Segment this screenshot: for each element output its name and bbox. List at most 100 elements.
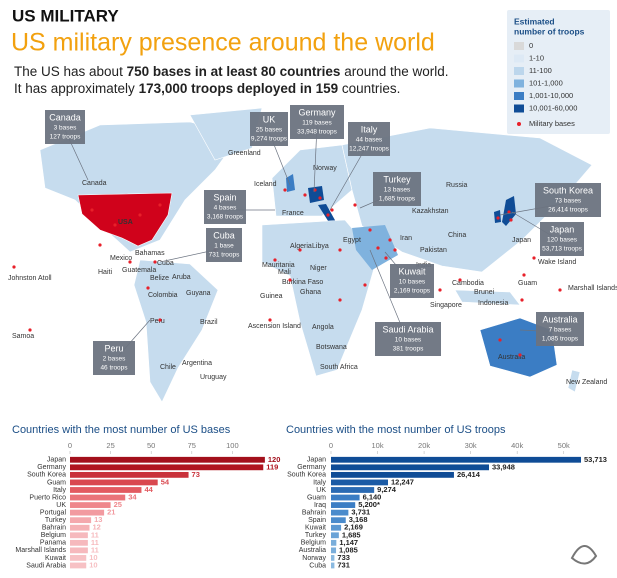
base-dot (522, 273, 526, 277)
callout-bases: 4 bases (214, 205, 238, 212)
map-label: Iran (400, 235, 412, 242)
callout-troops: 381 troops (393, 346, 424, 353)
callout-box (93, 341, 135, 375)
category-label: Portugal (40, 509, 67, 516)
map-label: Aruba (172, 274, 191, 281)
callout-bases: 7 bases (549, 327, 573, 334)
bar (331, 547, 337, 554)
bar (70, 509, 105, 516)
callout-name: Cuba (213, 230, 235, 240)
category-label: Turkey (45, 517, 67, 524)
bar (70, 479, 158, 486)
map-label: Samoa (12, 333, 34, 340)
asia (341, 127, 593, 273)
map-label: New Zealand (566, 379, 607, 386)
kicker: US MILITARY (12, 6, 119, 25)
callout-troops: 53,713 troops (542, 246, 583, 253)
base-dot (158, 318, 162, 322)
category-label: Kuwait (45, 555, 66, 562)
category-label: Japan (47, 457, 66, 464)
base-dot (326, 213, 330, 217)
base-dot (507, 210, 511, 214)
map-label: Marshall Islands (568, 285, 617, 292)
subtitle-line: It has approximately 173,000 troops depl… (14, 81, 400, 96)
bar (331, 502, 356, 508)
base-dot (458, 278, 462, 282)
bar (70, 562, 87, 569)
map-label: Ascension Island (248, 323, 301, 330)
category-label: Cuba (309, 562, 326, 569)
category-label: Italy (53, 487, 66, 494)
base-dot (98, 243, 102, 247)
callout-name: Canada (49, 112, 81, 122)
callout-bases: 120 bases (547, 237, 578, 244)
callout-bases: 10 bases (399, 279, 426, 286)
callout-troops: 2,169 troops (394, 288, 431, 295)
subtitle-part: around the world. (340, 64, 448, 79)
x-tick-label: 10k (371, 441, 383, 450)
map-label: Brunei (474, 289, 495, 296)
map-label: Belize (150, 275, 169, 282)
base-dot (158, 203, 162, 207)
chart-title: Countries with the most number of US tro… (286, 424, 506, 436)
callout-bases: 1 base (214, 243, 234, 250)
bar (331, 562, 335, 569)
value-label: 731 (337, 560, 350, 569)
bar (70, 502, 111, 508)
category-label: Norway (302, 555, 326, 562)
logo-mark (570, 545, 598, 565)
bar (70, 539, 88, 546)
map-label: Canada (82, 180, 107, 187)
map-label: Bahamas (135, 250, 165, 257)
bar (70, 547, 88, 554)
category-label: UK (316, 487, 326, 494)
value-label: 11 (91, 545, 99, 554)
usa (77, 192, 173, 247)
value-label: 6,140 (363, 493, 382, 502)
new-zealand (567, 369, 581, 393)
value-label: 53,713 (584, 455, 607, 464)
x-tick-label: 40k (511, 441, 523, 450)
x-tick-label: 100 (226, 441, 239, 450)
world-map (39, 107, 593, 403)
callout-bases: 2 bases (103, 356, 127, 363)
value-label: 12,247 (391, 477, 414, 486)
bar (70, 555, 87, 561)
callout-box (540, 222, 584, 256)
callout-box (250, 112, 288, 146)
x-tick-label: 50 (147, 441, 155, 450)
bar (331, 524, 342, 531)
x-tick-label: 30k (465, 441, 477, 450)
base-dot (368, 228, 372, 232)
base-dot (438, 288, 442, 292)
callout-bases: 44 bases (356, 137, 383, 144)
value-label: 1,085 (339, 545, 358, 554)
callout-box (536, 312, 584, 346)
value-label: 26,414 (457, 470, 481, 479)
value-label: 44 (144, 485, 153, 494)
map-label: Norway (313, 165, 337, 172)
callout-name: Italy (361, 124, 378, 134)
base-dot (288, 278, 292, 282)
callout-name: UK (263, 114, 276, 124)
bar (70, 494, 126, 501)
subtitle-part: countries. (338, 81, 400, 96)
callout-troops: 46 troops (100, 365, 128, 372)
map-label: Kazakhstan (412, 208, 449, 215)
map-label: Wake Island (538, 259, 576, 266)
category-label: Iraq (314, 502, 326, 509)
callout-box (373, 172, 421, 206)
value-label: 1,147 (339, 538, 358, 547)
base-dot (498, 338, 502, 342)
indonesia (454, 289, 521, 306)
callout-box (206, 228, 242, 262)
value-label: 119 (266, 462, 278, 471)
category-label: Belgium (301, 540, 326, 547)
map-label: Cuba (157, 260, 174, 267)
base-dot (303, 193, 307, 197)
callout-name: South Korea (543, 185, 593, 195)
legend-swatch (514, 79, 524, 88)
callout-name: Spain (213, 192, 236, 202)
value-label: 5,200* (358, 500, 380, 509)
category-label: South Korea (287, 472, 326, 479)
